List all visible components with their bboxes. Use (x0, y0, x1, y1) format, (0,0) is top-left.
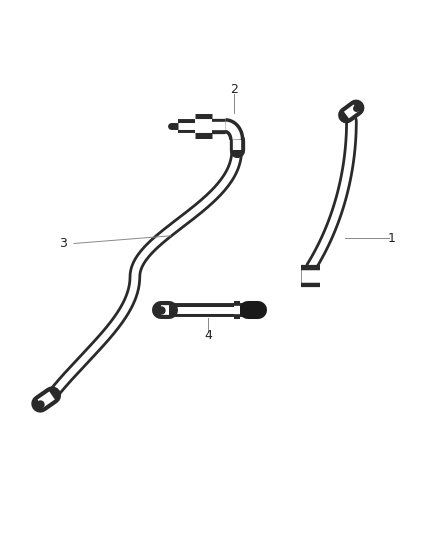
Text: 3: 3 (60, 237, 67, 250)
Text: 2: 2 (230, 84, 238, 96)
Text: 1: 1 (388, 232, 396, 245)
Text: 4: 4 (205, 329, 212, 342)
